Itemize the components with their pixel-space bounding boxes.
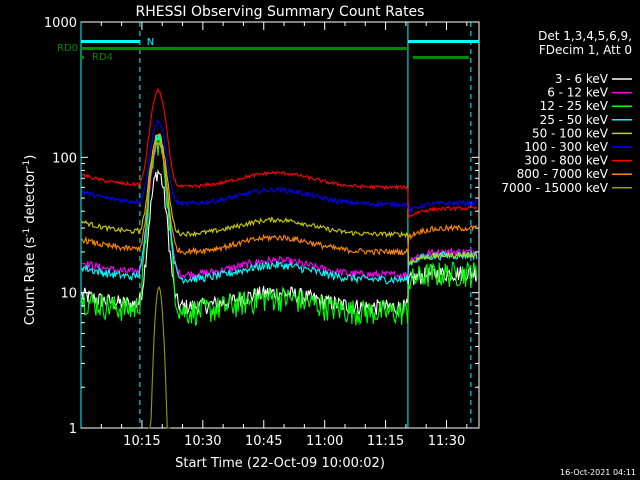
series-line-12-25-kev [81, 136, 478, 327]
series-line-100-300-kev [81, 119, 477, 214]
x-tick-label: 11:00 [306, 434, 343, 449]
footer-timestamp: 16-Oct-2021 04:11 [560, 468, 636, 477]
y-tick-label: 10 [60, 287, 77, 302]
series-line-50-100-kev [81, 133, 478, 266]
flag-bar-n [407, 40, 479, 43]
legend-label-100-300-kev: 100 - 300 keV [524, 140, 608, 154]
plot-area [80, 21, 480, 429]
legend: Det 1,3,4,5,6,9, FDecim 1, Att 0 3 - 6 k… [501, 29, 632, 195]
x-axis-label: Start Time (22-Oct-09 10:00:02) [175, 456, 385, 471]
y-tick-label: 1000 [44, 16, 77, 31]
flag-bar-rd4 [412, 56, 469, 59]
x-tick-label: 11:15 [367, 434, 404, 449]
series-line-800-7000-kev [81, 140, 478, 256]
flag-bar-n [81, 40, 140, 43]
flag-bars: N RD0 RD4 [57, 37, 479, 63]
legend-label-3-6-kev: 3 - 6 keV [555, 72, 609, 86]
legend-header-line-2: FDecim 1, Att 0 [539, 43, 632, 57]
x-tick-label: 10:15 [123, 434, 160, 449]
chart-title: RHESSI Observing Summary Count Rates [136, 4, 425, 20]
y-tick-label: 1 [69, 422, 77, 437]
flag-bar-rd4 [81, 56, 84, 59]
legend-label-7000-15000-kev: 7000 - 15000 keV [501, 181, 608, 195]
axes: 1 10 100 1000 10:15 10:30 10:45 11:00 11:15 11:30 [44, 16, 479, 449]
x-tick-label: 10:45 [245, 434, 282, 449]
series-lines [81, 87, 478, 429]
legend-label-6-12-kev: 6 - 12 keV [547, 86, 609, 100]
legend-header-line-1: Det 1,3,4,5,6,9, [538, 29, 632, 43]
series-line-300-800-kev [81, 87, 478, 220]
legend-label-800-7000-kev: 800 - 7000 keV [517, 167, 609, 181]
y-axis-label: Count Rate (s-1 detector-1) [22, 155, 38, 326]
series-line-7000-15000-kev [148, 286, 171, 429]
flag-label-rd4: RD4 [92, 52, 113, 63]
y-tick-label: 100 [52, 151, 77, 166]
flag-bar-rd0 [81, 47, 408, 50]
legend-label-12-25-kev: 12 - 25 keV [540, 99, 609, 113]
flag-label-rd0: RD0 [57, 43, 78, 54]
legend-label-25-50-kev: 25 - 50 keV [540, 113, 609, 127]
x-tick-label: 10:30 [184, 434, 221, 449]
x-tick-label: 11:30 [428, 434, 465, 449]
legend-label-300-800-kev: 300 - 800 keV [524, 154, 608, 168]
legend-label-50-100-kev: 50 - 100 keV [532, 126, 609, 140]
flag-label-n: N [147, 37, 154, 48]
